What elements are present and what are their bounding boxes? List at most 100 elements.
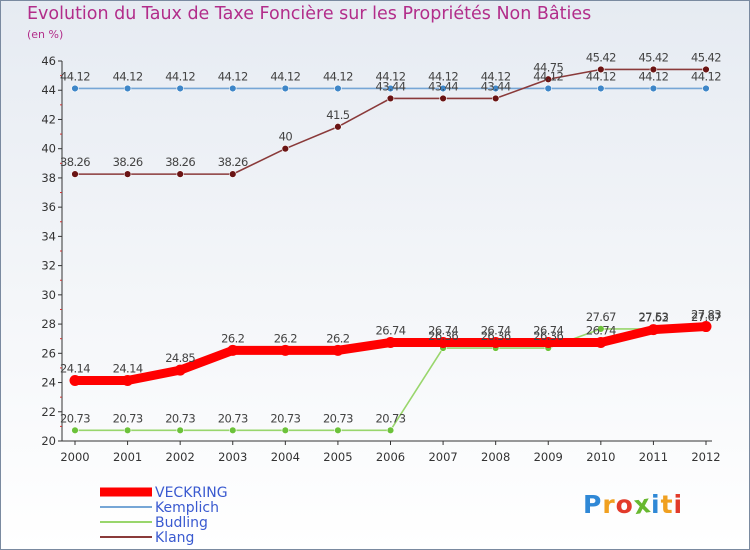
data-label-kemplich: 44.12 [60, 69, 90, 83]
x-tick-label: 2011 [639, 450, 668, 464]
data-point-budling [281, 426, 290, 435]
data-label-kemplich: 44.12 [533, 69, 563, 83]
logo-letter: o [615, 490, 634, 519]
proxiti-logo: Proxiti [583, 489, 683, 520]
data-point-klang [334, 123, 342, 131]
data-point-veckring [174, 364, 186, 376]
y-tick-label: 34 [41, 229, 56, 243]
y-tick-label: 42 [41, 112, 56, 126]
data-point-kemplich [229, 84, 237, 93]
x-tick-label: 2006 [376, 450, 405, 464]
data-label-budling: 20.73 [323, 411, 353, 425]
logo-letter: r [602, 490, 616, 519]
x-tick-label: 2002 [166, 450, 195, 464]
data-label-veckring: 26.74 [376, 323, 406, 337]
data-point-klang [229, 170, 237, 178]
x-tick-label: 2008 [481, 450, 510, 464]
x-tick-label: 2003 [218, 450, 247, 464]
data-point-budling [334, 426, 342, 435]
y-tick-label: 40 [41, 142, 56, 156]
data-label-veckring: 26.2 [326, 331, 349, 345]
data-point-veckring [490, 336, 502, 348]
data-label-kemplich: 44.12 [586, 69, 616, 83]
data-point-klang [386, 94, 395, 103]
data-label-budling: 27.67 [691, 310, 721, 324]
data-point-kemplich [597, 84, 605, 93]
data-point-klang [702, 65, 710, 74]
x-tick-label: 2004 [271, 450, 300, 464]
data-label-klang: 43.44 [428, 79, 458, 93]
data-point-budling [229, 426, 237, 435]
data-label-kemplich: 44.12 [376, 69, 406, 83]
data-label-veckring: 26.74 [533, 323, 563, 337]
data-label-veckring: 24.85 [165, 351, 195, 365]
y-tick-label: 24 [41, 376, 56, 390]
legend-label: Kemplich [155, 500, 219, 516]
y-tick-label: 26 [41, 346, 56, 360]
data-label-kemplich: 44.12 [481, 69, 511, 83]
data-label-kemplich: 44.12 [428, 69, 458, 83]
data-point-kemplich [439, 84, 447, 93]
x-tick-label: 2007 [428, 450, 457, 464]
data-label-klang: 45.42 [586, 50, 616, 64]
logo-letter: t [660, 490, 674, 519]
data-label-veckring: 26.2 [274, 331, 297, 345]
data-label-budling: 20.73 [60, 411, 90, 425]
data-label-budling: 26.36 [533, 329, 563, 343]
data-label-klang: 38.26 [218, 155, 248, 169]
data-label-veckring: 26.2 [221, 331, 244, 345]
data-label-kemplich: 44.12 [270, 69, 300, 83]
x-tick-label: 2005 [323, 450, 352, 464]
data-point-klang [123, 170, 132, 178]
data-label-budling: 27.67 [586, 310, 616, 324]
y-tick-label: 22 [41, 405, 56, 419]
y-tick-label: 20 [41, 434, 56, 448]
data-point-kemplich [544, 84, 552, 93]
y-tick-label: 38 [41, 171, 56, 185]
x-tick-label: 2010 [586, 450, 615, 464]
data-label-veckring: 27.62 [638, 311, 668, 325]
data-label-budling: 20.73 [270, 411, 300, 425]
data-label-budling: 20.73 [113, 411, 143, 425]
data-point-kemplich [176, 84, 184, 93]
data-point-budling [597, 325, 605, 333]
data-label-veckring: 24.14 [60, 361, 90, 375]
data-point-veckring [385, 336, 396, 348]
data-point-klang [544, 75, 552, 83]
y-tick-label: 46 [41, 54, 56, 68]
y-tick-label: 28 [41, 317, 56, 331]
data-label-klang: 41.5 [326, 108, 349, 122]
logo-letter: i [651, 490, 661, 519]
data-point-budling [123, 426, 132, 435]
data-label-kemplich: 44.12 [691, 69, 721, 83]
x-tick-label: 2000 [60, 450, 89, 464]
data-label-klang: 38.26 [60, 155, 90, 169]
data-point-kemplich [491, 84, 500, 93]
data-point-budling [386, 426, 395, 435]
data-label-klang: 43.44 [481, 79, 511, 93]
unit-label: (en %) [27, 28, 64, 41]
data-point-veckring [122, 374, 134, 386]
data-point-kemplich [334, 84, 342, 93]
data-point-veckring [279, 344, 291, 356]
chart-title: Evolution du Taux de Taxe Foncière sur l… [27, 4, 592, 24]
data-label-budling: 26.36 [428, 329, 458, 343]
data-label-klang: 45.42 [638, 50, 668, 64]
x-tick-label: 2001 [113, 450, 142, 464]
data-label-klang: 45.42 [691, 50, 721, 64]
data-label-veckring: 27.83 [691, 308, 721, 322]
y-tick-label: 44 [41, 83, 56, 97]
data-point-kemplich [281, 84, 290, 93]
data-point-veckring [437, 336, 449, 348]
y-tick-label: 36 [41, 200, 56, 214]
data-label-budling: 20.73 [218, 411, 248, 425]
data-point-klang [649, 65, 658, 74]
data-point-veckring [595, 336, 607, 348]
data-point-klang [71, 170, 79, 178]
data-label-veckring: 26.74 [428, 323, 458, 337]
data-label-veckring: 26.74 [586, 323, 616, 337]
x-tick-label: 2012 [691, 450, 720, 464]
data-label-kemplich: 44.12 [323, 69, 353, 83]
x-tick-label: 2009 [534, 450, 563, 464]
data-label-kemplich: 44.12 [218, 69, 248, 83]
